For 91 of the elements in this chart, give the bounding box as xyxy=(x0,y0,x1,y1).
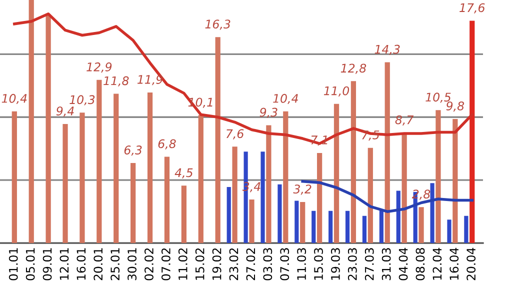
x-tick-label: 23.02 xyxy=(229,248,238,280)
bar xyxy=(46,14,51,244)
bar xyxy=(215,37,220,244)
data-label: 7,1 xyxy=(311,136,328,146)
bar xyxy=(260,152,265,244)
bar xyxy=(345,210,350,244)
data-label: 11,0 xyxy=(324,86,350,96)
data-label: 14,3 xyxy=(374,44,400,55)
x-tick-label: 09.01 xyxy=(42,248,52,280)
bar xyxy=(249,200,254,244)
bar xyxy=(283,111,288,244)
data-label: 11,8 xyxy=(104,76,129,86)
bar xyxy=(362,216,367,244)
bar xyxy=(368,148,373,244)
data-label: 10,3 xyxy=(70,95,95,106)
x-tick-label: 23.03 xyxy=(348,248,357,280)
data-label: 9,8 xyxy=(446,101,464,112)
bar xyxy=(164,156,170,244)
x-tick-label: 03.03 xyxy=(263,248,272,280)
bar xyxy=(334,104,340,244)
x-tick-label: 02.02 xyxy=(144,248,154,280)
x-tick-label: 20.01 xyxy=(94,248,103,280)
data-label: 12,9 xyxy=(86,62,112,73)
bar xyxy=(396,190,400,244)
data-label: 10,4 xyxy=(273,94,298,104)
bar xyxy=(266,125,272,244)
bar xyxy=(226,186,231,244)
data-label: 12,8 xyxy=(340,64,366,74)
data-label: 17,6 xyxy=(460,3,485,14)
bar xyxy=(328,210,333,244)
data-label: 16,3 xyxy=(205,20,230,30)
x-tick-label: 15.03 xyxy=(314,248,323,280)
x-tick-label: 16.04 xyxy=(450,248,459,280)
bar xyxy=(436,110,441,244)
bar xyxy=(232,146,238,244)
bar xyxy=(430,183,434,244)
data-label: 6,3 xyxy=(124,146,142,156)
bar xyxy=(316,152,322,244)
bar xyxy=(181,186,186,244)
x-tick-label: 05.01 xyxy=(26,248,35,280)
x-tick-label: 19.03 xyxy=(331,248,340,280)
bar xyxy=(114,94,119,244)
x-tick-label: 08.08 xyxy=(416,248,425,280)
data-label: 10,5 xyxy=(426,92,451,103)
bar xyxy=(384,62,390,244)
data-label: 11,9 xyxy=(137,75,162,86)
x-tick-label: 16.01 xyxy=(76,248,86,280)
data-label: 7,6 xyxy=(226,129,244,140)
x-tick-label: 15.02 xyxy=(195,248,204,280)
bar xyxy=(470,20,475,244)
x-tick-label: 31.03 xyxy=(382,248,391,280)
bar xyxy=(464,216,468,244)
data-label: 10,4 xyxy=(2,94,27,104)
bar xyxy=(312,210,316,244)
bar xyxy=(278,184,282,244)
x-tick-label: 07.03 xyxy=(280,248,290,280)
bar xyxy=(62,124,68,244)
x-tick-label: 27.03 xyxy=(364,248,374,280)
bar xyxy=(418,207,424,244)
bar xyxy=(379,210,384,244)
bar xyxy=(80,112,85,244)
bar xyxy=(350,81,356,244)
x-tick-label: 01.01 xyxy=(8,248,18,280)
data-label: 8,7 xyxy=(395,115,414,126)
bar xyxy=(12,111,17,244)
x-tick-label: 12.01 xyxy=(60,248,69,280)
x-tick-label: 30.01 xyxy=(128,248,136,280)
data-label: 9,4 xyxy=(56,106,74,117)
data-label: 3,2 xyxy=(293,184,312,195)
data-label: 9,3 xyxy=(260,108,278,118)
data-label: 4,5 xyxy=(174,168,193,178)
x-tick-label: 27.02 xyxy=(246,248,256,280)
x-tick-label: 12.04 xyxy=(432,248,442,280)
data-label: 6,8 xyxy=(158,139,176,150)
x-tick-label: 11.03 xyxy=(297,248,306,280)
x-tick-label: 04.04 xyxy=(398,248,408,280)
bar xyxy=(300,202,306,244)
x-tick-label: 11.02 xyxy=(178,248,188,280)
bar xyxy=(198,115,204,244)
x-tick-label: 19.02 xyxy=(212,248,222,280)
bar xyxy=(447,220,452,244)
bar xyxy=(147,92,153,244)
x-tick-label: 20.04 xyxy=(466,248,476,280)
bar xyxy=(294,200,299,244)
x-tick-label: 07.02 xyxy=(161,248,170,280)
bar xyxy=(130,163,136,244)
bar xyxy=(28,0,34,244)
bar xyxy=(96,80,102,244)
bar xyxy=(402,132,407,244)
bar xyxy=(452,118,458,244)
x-tick-label: 25.01 xyxy=(110,248,120,280)
